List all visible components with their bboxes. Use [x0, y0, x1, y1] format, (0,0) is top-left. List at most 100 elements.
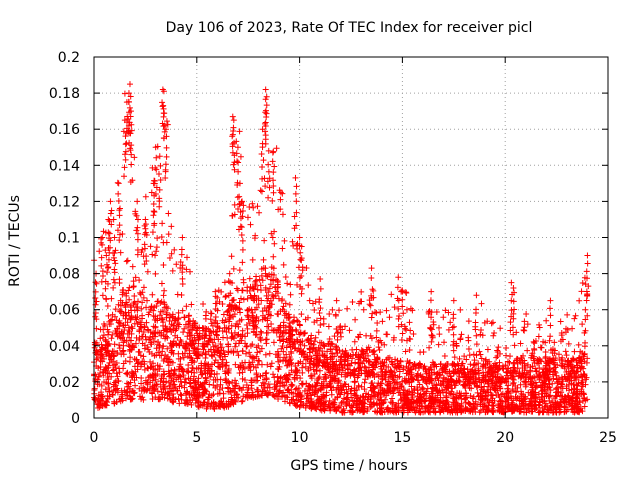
data-point	[173, 341, 180, 348]
data-point	[188, 342, 195, 349]
data-point	[250, 204, 257, 211]
data-point	[536, 321, 543, 328]
data-point	[159, 220, 166, 227]
data-point	[475, 360, 482, 367]
data-point	[553, 386, 560, 393]
y-tick-label: 0.12	[49, 194, 80, 210]
data-point	[373, 334, 380, 341]
data-point	[481, 383, 488, 390]
data-point	[284, 386, 291, 393]
data-point	[253, 344, 260, 351]
data-point	[562, 348, 569, 355]
data-point	[581, 403, 588, 410]
data-point	[513, 388, 520, 395]
data-point	[313, 317, 320, 324]
data-point	[261, 237, 268, 244]
chart-title: Day 106 of 2023, Rate Of TEC Index for r…	[166, 20, 533, 36]
data-point	[271, 374, 278, 381]
data-point	[126, 334, 133, 341]
data-point	[563, 352, 570, 359]
data-point	[127, 395, 134, 402]
data-point	[149, 251, 156, 258]
x-tick-label: 15	[393, 430, 411, 446]
data-point	[124, 319, 131, 326]
data-point	[136, 336, 143, 343]
data-point	[199, 402, 206, 409]
data-point	[105, 352, 112, 359]
data-point	[163, 118, 170, 125]
data-point	[510, 360, 517, 367]
data-point	[231, 329, 238, 336]
data-point	[346, 398, 353, 405]
data-point	[583, 359, 590, 366]
data-point	[471, 357, 478, 364]
data-point	[440, 314, 447, 321]
data-point	[220, 395, 227, 402]
data-point	[165, 370, 172, 377]
data-point	[327, 407, 334, 414]
data-point	[240, 296, 247, 303]
data-point	[244, 295, 251, 302]
data-point	[139, 312, 146, 319]
data-point	[253, 324, 260, 331]
data-point	[472, 398, 479, 405]
data-point	[521, 327, 528, 334]
data-point	[121, 302, 128, 309]
data-point	[406, 319, 413, 326]
data-point	[137, 352, 144, 359]
data-point	[97, 326, 104, 333]
data-point	[244, 386, 251, 393]
y-tick-label: 0.04	[49, 339, 80, 355]
data-point	[125, 287, 132, 294]
data-point	[289, 238, 296, 245]
data-point	[405, 364, 412, 371]
data-point	[395, 400, 402, 407]
data-point	[165, 210, 172, 217]
data-point	[491, 360, 498, 367]
data-point	[206, 337, 213, 344]
data-point	[543, 317, 550, 324]
data-point	[268, 320, 275, 327]
data-point	[275, 311, 282, 318]
y-tick-label: 0.06	[49, 303, 80, 319]
data-point	[403, 326, 410, 333]
data-point	[299, 369, 306, 376]
data-point	[285, 323, 292, 330]
data-point	[547, 392, 554, 399]
data-point	[446, 390, 453, 397]
data-point	[435, 324, 442, 331]
data-point	[443, 389, 450, 396]
data-point	[517, 340, 524, 347]
data-point	[507, 353, 514, 360]
data-point	[321, 343, 328, 350]
data-point	[406, 335, 413, 342]
data-point	[281, 392, 288, 399]
data-point	[237, 153, 244, 160]
data-point	[396, 313, 403, 320]
data-point	[577, 358, 584, 365]
data-point	[391, 385, 398, 392]
data-point	[563, 325, 570, 332]
data-point	[421, 390, 428, 397]
data-point	[234, 348, 241, 355]
data-point	[307, 392, 314, 399]
data-point	[206, 381, 213, 388]
y-tick-label: 0.18	[49, 86, 80, 102]
data-point	[191, 359, 198, 366]
data-point	[565, 340, 572, 347]
data-point	[355, 382, 362, 389]
data-point	[102, 337, 109, 344]
data-point	[160, 292, 167, 299]
data-point	[463, 373, 470, 380]
data-point	[228, 253, 235, 260]
data-point	[386, 314, 393, 321]
data-point	[450, 369, 457, 376]
data-point	[189, 365, 196, 372]
data-point	[135, 298, 142, 305]
data-point	[442, 386, 449, 393]
data-point	[175, 309, 182, 316]
data-point	[164, 121, 171, 128]
data-point	[215, 287, 222, 294]
data-point	[445, 326, 452, 333]
data-point	[132, 274, 139, 281]
